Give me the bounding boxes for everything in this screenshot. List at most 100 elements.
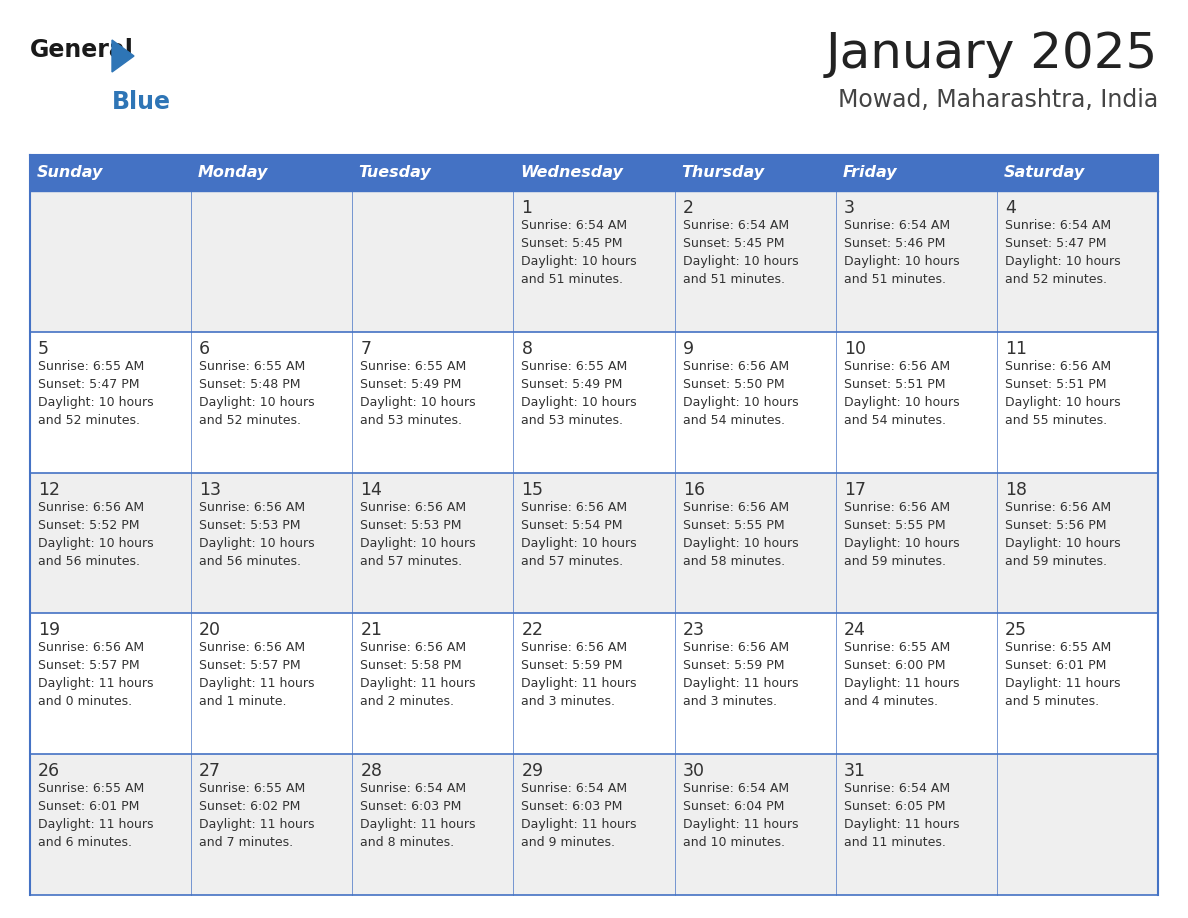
Text: Sunset: 5:59 PM: Sunset: 5:59 PM (522, 659, 623, 672)
Text: Daylight: 10 hours: Daylight: 10 hours (683, 537, 798, 550)
Text: and 54 minutes.: and 54 minutes. (683, 414, 784, 427)
Text: Daylight: 11 hours: Daylight: 11 hours (683, 677, 798, 690)
Text: Daylight: 11 hours: Daylight: 11 hours (200, 818, 315, 831)
Text: and 56 minutes.: and 56 minutes. (38, 554, 140, 567)
Text: and 8 minutes.: and 8 minutes. (360, 836, 455, 849)
Text: Sunrise: 6:56 AM: Sunrise: 6:56 AM (200, 500, 305, 513)
Text: Daylight: 10 hours: Daylight: 10 hours (843, 396, 960, 409)
Text: Daylight: 11 hours: Daylight: 11 hours (200, 677, 315, 690)
Text: Mowad, Maharashtra, India: Mowad, Maharashtra, India (838, 88, 1158, 112)
Text: and 51 minutes.: and 51 minutes. (522, 273, 624, 286)
Text: Friday: Friday (842, 165, 897, 181)
Text: Sunrise: 6:54 AM: Sunrise: 6:54 AM (843, 219, 950, 232)
Text: 14: 14 (360, 481, 383, 498)
Text: Sunset: 6:03 PM: Sunset: 6:03 PM (360, 800, 462, 813)
Text: Sunday: Sunday (37, 165, 103, 181)
Text: 4: 4 (1005, 199, 1016, 217)
Text: and 51 minutes.: and 51 minutes. (683, 273, 784, 286)
Text: and 7 minutes.: and 7 minutes. (200, 836, 293, 849)
Bar (30, 331, 1158, 473)
Text: and 56 minutes.: and 56 minutes. (200, 554, 302, 567)
Text: Daylight: 11 hours: Daylight: 11 hours (360, 677, 476, 690)
Text: and 57 minutes.: and 57 minutes. (522, 554, 624, 567)
Text: 1: 1 (522, 199, 532, 217)
Text: Sunrise: 6:56 AM: Sunrise: 6:56 AM (522, 642, 627, 655)
Text: Sunrise: 6:55 AM: Sunrise: 6:55 AM (360, 360, 467, 373)
Text: Daylight: 11 hours: Daylight: 11 hours (360, 818, 476, 831)
Text: Sunrise: 6:55 AM: Sunrise: 6:55 AM (38, 360, 144, 373)
Text: Daylight: 10 hours: Daylight: 10 hours (683, 255, 798, 268)
Text: Thursday: Thursday (681, 165, 764, 181)
Text: Sunrise: 6:54 AM: Sunrise: 6:54 AM (683, 782, 789, 795)
Text: and 55 minutes.: and 55 minutes. (1005, 414, 1107, 427)
Text: 5: 5 (38, 340, 49, 358)
Text: and 53 minutes.: and 53 minutes. (360, 414, 462, 427)
Text: Sunrise: 6:56 AM: Sunrise: 6:56 AM (522, 500, 627, 513)
Text: Daylight: 10 hours: Daylight: 10 hours (522, 537, 637, 550)
Text: 10: 10 (843, 340, 866, 358)
Text: 19: 19 (38, 621, 61, 640)
Text: Sunset: 6:01 PM: Sunset: 6:01 PM (38, 800, 139, 813)
Text: 25: 25 (1005, 621, 1026, 640)
Text: Sunrise: 6:56 AM: Sunrise: 6:56 AM (843, 360, 950, 373)
Text: 31: 31 (843, 762, 866, 780)
Text: Sunset: 5:58 PM: Sunset: 5:58 PM (360, 659, 462, 672)
Text: Sunset: 5:45 PM: Sunset: 5:45 PM (522, 237, 623, 250)
Text: Sunset: 5:49 PM: Sunset: 5:49 PM (360, 378, 462, 391)
Text: Daylight: 11 hours: Daylight: 11 hours (38, 818, 153, 831)
Text: 7: 7 (360, 340, 372, 358)
Text: Sunrise: 6:56 AM: Sunrise: 6:56 AM (38, 642, 144, 655)
Text: and 59 minutes.: and 59 minutes. (1005, 554, 1107, 567)
Text: and 58 minutes.: and 58 minutes. (683, 554, 785, 567)
Text: Daylight: 11 hours: Daylight: 11 hours (683, 818, 798, 831)
Text: Sunset: 5:53 PM: Sunset: 5:53 PM (360, 519, 462, 532)
Text: 23: 23 (683, 621, 704, 640)
Text: Sunrise: 6:56 AM: Sunrise: 6:56 AM (843, 500, 950, 513)
Text: Sunrise: 6:56 AM: Sunrise: 6:56 AM (38, 500, 144, 513)
Text: Sunrise: 6:55 AM: Sunrise: 6:55 AM (38, 782, 144, 795)
Text: Sunrise: 6:55 AM: Sunrise: 6:55 AM (522, 360, 627, 373)
Text: and 59 minutes.: and 59 minutes. (843, 554, 946, 567)
Text: Daylight: 11 hours: Daylight: 11 hours (522, 818, 637, 831)
Text: Sunrise: 6:56 AM: Sunrise: 6:56 AM (683, 360, 789, 373)
Text: Daylight: 11 hours: Daylight: 11 hours (843, 818, 959, 831)
Text: 29: 29 (522, 762, 544, 780)
Text: Sunset: 5:47 PM: Sunset: 5:47 PM (1005, 237, 1106, 250)
Text: and 10 minutes.: and 10 minutes. (683, 836, 784, 849)
Text: Daylight: 10 hours: Daylight: 10 hours (360, 396, 476, 409)
Text: Sunset: 5:53 PM: Sunset: 5:53 PM (200, 519, 301, 532)
Text: 8: 8 (522, 340, 532, 358)
Text: Sunrise: 6:56 AM: Sunrise: 6:56 AM (1005, 500, 1111, 513)
Bar (30, 613, 1158, 755)
Text: and 51 minutes.: and 51 minutes. (843, 273, 946, 286)
Text: 28: 28 (360, 762, 383, 780)
Text: Sunset: 5:57 PM: Sunset: 5:57 PM (38, 659, 140, 672)
Text: Sunset: 5:52 PM: Sunset: 5:52 PM (38, 519, 139, 532)
Text: Daylight: 10 hours: Daylight: 10 hours (200, 537, 315, 550)
Text: 20: 20 (200, 621, 221, 640)
Text: 12: 12 (38, 481, 61, 498)
Text: Sunrise: 6:54 AM: Sunrise: 6:54 AM (360, 782, 467, 795)
Text: Wednesday: Wednesday (520, 165, 623, 181)
Text: Sunrise: 6:56 AM: Sunrise: 6:56 AM (360, 642, 467, 655)
Text: Sunset: 5:48 PM: Sunset: 5:48 PM (200, 378, 301, 391)
Text: Daylight: 10 hours: Daylight: 10 hours (38, 537, 153, 550)
Text: and 2 minutes.: and 2 minutes. (360, 696, 454, 709)
Text: and 4 minutes.: and 4 minutes. (843, 696, 937, 709)
Text: 3: 3 (843, 199, 855, 217)
Text: Daylight: 10 hours: Daylight: 10 hours (843, 537, 960, 550)
Text: and 3 minutes.: and 3 minutes. (522, 696, 615, 709)
Text: and 53 minutes.: and 53 minutes. (522, 414, 624, 427)
Text: Sunset: 6:04 PM: Sunset: 6:04 PM (683, 800, 784, 813)
Text: Sunrise: 6:54 AM: Sunrise: 6:54 AM (683, 219, 789, 232)
Text: Sunrise: 6:54 AM: Sunrise: 6:54 AM (1005, 219, 1111, 232)
Text: Daylight: 10 hours: Daylight: 10 hours (200, 396, 315, 409)
Text: Daylight: 10 hours: Daylight: 10 hours (522, 255, 637, 268)
Text: Sunset: 5:54 PM: Sunset: 5:54 PM (522, 519, 623, 532)
Text: Sunset: 5:57 PM: Sunset: 5:57 PM (200, 659, 301, 672)
Text: and 11 minutes.: and 11 minutes. (843, 836, 946, 849)
Text: and 5 minutes.: and 5 minutes. (1005, 696, 1099, 709)
Text: January 2025: January 2025 (826, 30, 1158, 78)
Text: 11: 11 (1005, 340, 1026, 358)
Bar (30, 473, 1158, 613)
